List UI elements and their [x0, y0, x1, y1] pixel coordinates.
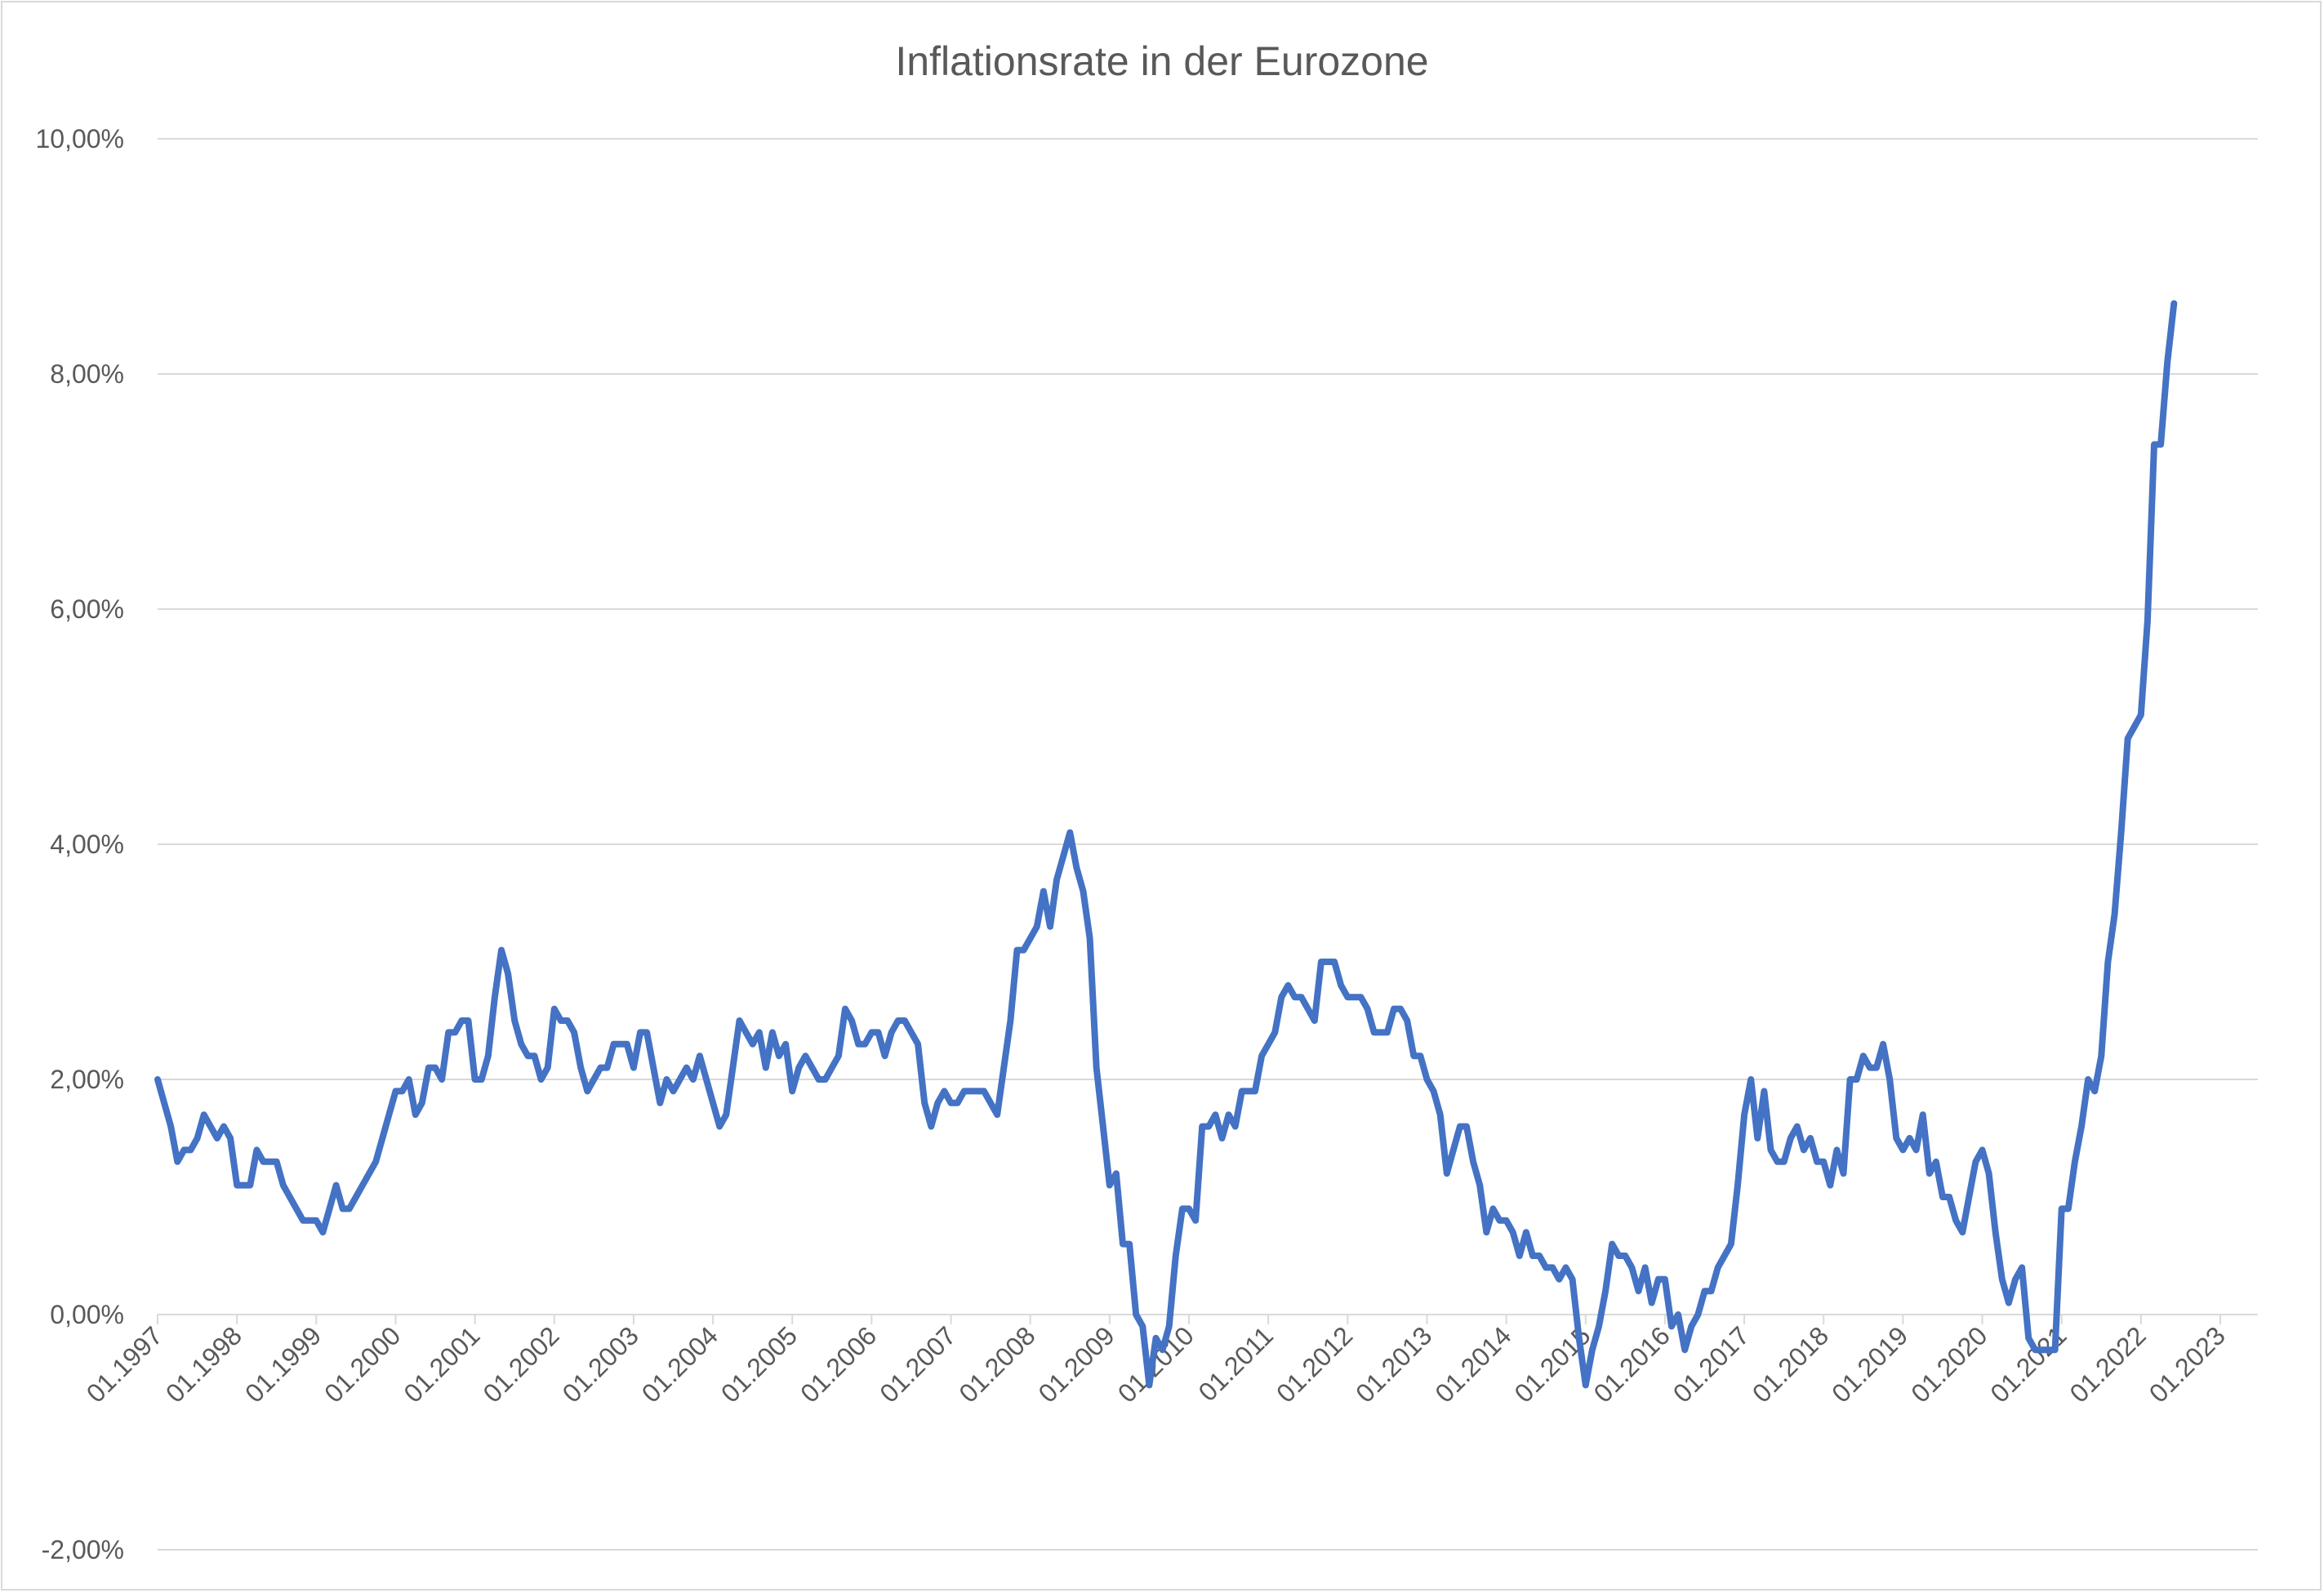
x-tick-label: 01.2007 [874, 1320, 961, 1408]
y-tick-label: 0,00% [50, 1300, 124, 1329]
series-line [154, 300, 2178, 1389]
y-tick-label: 10,00% [35, 124, 124, 154]
x-tick-label: 01.2003 [557, 1320, 644, 1408]
x-axis-tick-labels: 01.199701.199801.199901.200001.200101.20… [81, 1320, 2231, 1408]
x-tick-label: 01.1999 [239, 1320, 327, 1408]
x-tick-label: 01.2008 [953, 1320, 1040, 1408]
x-tick-label: 01.2020 [1905, 1320, 1992, 1408]
x-tick-label: 01.2013 [1350, 1320, 1437, 1408]
x-tick-label: 01.2011 [1193, 1320, 1280, 1407]
x-tick-label: 01.2022 [2064, 1320, 2152, 1408]
x-tick-label: 01.2009 [1033, 1320, 1120, 1408]
x-axis [157, 1314, 2258, 1324]
x-tick-label: 01.2014 [1429, 1320, 1516, 1408]
x-tick-label: 01.2010 [1112, 1320, 1200, 1408]
series-layer [154, 300, 2178, 1389]
x-tick-label: 01.2019 [1826, 1320, 1913, 1408]
gridlines [158, 138, 2258, 1551]
x-tick-label: 01.2023 [2144, 1320, 2231, 1408]
y-tick-label: 2,00% [50, 1065, 124, 1094]
x-tick-label: 01.2000 [318, 1320, 406, 1408]
x-tick-label: 01.2016 [1588, 1320, 1676, 1408]
x-tick-label: 01.2002 [477, 1320, 564, 1408]
x-tick-label: 01.1997 [81, 1320, 168, 1408]
x-tick-label: 01.2006 [795, 1320, 882, 1408]
x-tick-label: 01.2018 [1747, 1320, 1834, 1408]
x-tick-label: 01.2004 [636, 1320, 723, 1408]
y-tick-label: 4,00% [50, 830, 124, 859]
y-axis-tick-labels: -2,00% 0,00% 2,00% 4,00% 6,00% 8,00% 10,00% [35, 124, 124, 1564]
y-tick-label: 8,00% [50, 359, 124, 389]
x-tick-label: 01.2001 [398, 1320, 485, 1408]
x-tick-label: 01.2012 [1271, 1320, 1358, 1408]
x-tick-label: 01.1998 [160, 1320, 247, 1408]
y-tick-label: 6,00% [50, 594, 124, 624]
y-tick-label: -2,00% [42, 1535, 124, 1564]
chart-title: Inflationsrate in der Eurozone [895, 38, 1428, 84]
x-tick-label: 01.2005 [715, 1320, 803, 1408]
